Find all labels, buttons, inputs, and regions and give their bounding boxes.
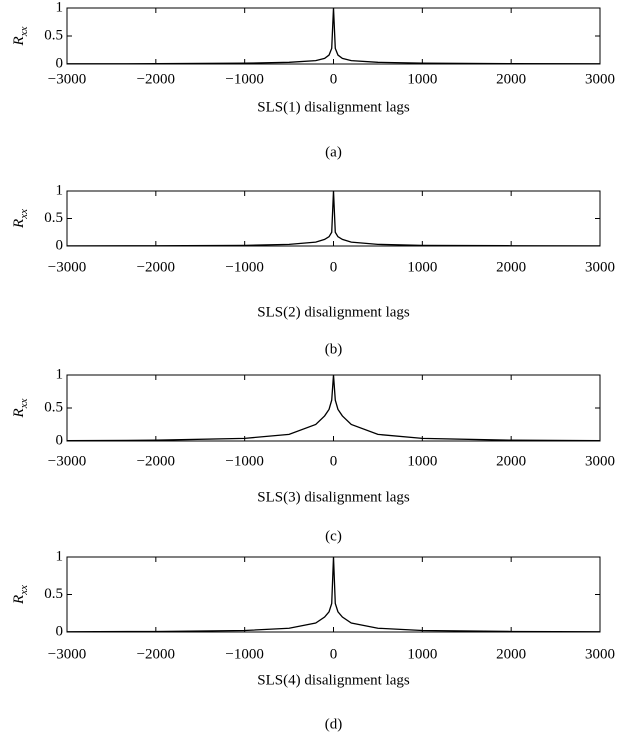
x-axis-label: SLS(1) disalignment lags [257, 99, 410, 115]
y-tick-label: 1 [56, 366, 64, 382]
x-tick-label: 1000 [407, 259, 437, 275]
x-tick-label: 2000 [496, 646, 526, 662]
y-axis-label-base: R [11, 36, 27, 46]
x-tick-label: −2000 [137, 259, 175, 275]
x-tick-label: −3000 [48, 453, 86, 469]
y-axis-label-base: R [11, 595, 27, 605]
y-axis-label: Rxx [11, 209, 29, 229]
x-tick-label: −2000 [137, 453, 175, 469]
y-axis-label: Rxx [11, 398, 29, 418]
x-tick-label: 1000 [407, 453, 437, 469]
x-axis-label: SLS(4) disalignment lags [257, 672, 410, 688]
caption: (d) [325, 716, 343, 732]
y-tick-label: 1 [56, 0, 64, 15]
y-tick-label: 0 [56, 432, 64, 448]
x-tick-label: −3000 [48, 259, 86, 275]
x-tick-label: 2000 [496, 453, 526, 469]
y-tick-label: 0.5 [44, 27, 63, 43]
line [66, 190, 601, 247]
line [66, 556, 601, 633]
subplot: −3000 −2000 −1000 0 1000 2000 3000 0 0.5 1 Rxx SLS(… [11, 182, 615, 357]
caption: (c) [325, 528, 342, 544]
y-tick-label: 0.5 [44, 586, 63, 602]
x-axis-label: SLS(2) disalignment lags [257, 304, 410, 320]
x-tick-label: −3000 [48, 646, 86, 662]
subplot: −3000 −2000 −1000 0 1000 2000 3000 0 0.5 1 Rxx SLS(… [11, 366, 615, 544]
y-axis-label-base: R [11, 219, 27, 229]
x-tick-label: −2000 [137, 71, 175, 87]
x-tick-label: −2000 [137, 646, 175, 662]
x-tick-label: 3000 [585, 71, 615, 87]
x-tick-label: 0 [330, 71, 338, 87]
x-tick-label: 0 [330, 646, 338, 662]
line [66, 7, 601, 65]
x-tick-label: 3000 [585, 259, 615, 275]
x-tick-label: −1000 [225, 71, 263, 87]
y-tick-label: 1 [56, 182, 64, 198]
y-axis-label-base: R [11, 408, 27, 418]
x-tick-label: 1000 [407, 71, 437, 87]
y-axis-label-subscript: xx [18, 26, 30, 37]
axes-frame [66, 374, 601, 442]
y-tick-label: 0 [56, 237, 64, 253]
line [66, 374, 601, 442]
x-tick-label: 0 [330, 453, 338, 469]
y-tick-label: 0.5 [44, 399, 63, 415]
y-tick-label: 0 [56, 55, 64, 71]
y-axis-label: Rxx [11, 26, 29, 46]
x-tick-label: 3000 [585, 646, 615, 662]
y-tick-label: 1 [56, 548, 64, 564]
subplot: −3000 −2000 −1000 0 1000 2000 3000 0 0.5 1 Rxx SLS(… [11, 548, 615, 732]
y-axis-label-subscript: xx [18, 585, 30, 596]
x-tick-label: 3000 [585, 453, 615, 469]
y-axis-label-subscript: xx [18, 209, 30, 220]
y-axis-label: Rxx [11, 585, 29, 605]
x-tick-label: −1000 [225, 646, 263, 662]
y-tick-label: 0 [56, 623, 64, 639]
x-tick-label: 1000 [407, 646, 437, 662]
x-tick-label: 2000 [496, 259, 526, 275]
x-tick-label: −1000 [225, 259, 263, 275]
x-tick-label: 2000 [496, 71, 526, 87]
y-axis-label-subscript: xx [18, 398, 30, 409]
x-tick-label: 0 [330, 259, 338, 275]
y-tick-label: 0.5 [44, 210, 63, 226]
caption: (b) [325, 341, 343, 357]
caption: (a) [325, 144, 342, 160]
subplot: −3000 −2000 −1000 0 1000 2000 3000 0 0.5 1 Rxx SLS(… [11, 0, 615, 160]
x-axis-label: SLS(3) disalignment lags [257, 489, 410, 505]
x-tick-label: −3000 [48, 71, 86, 87]
x-tick-label: −1000 [225, 453, 263, 469]
